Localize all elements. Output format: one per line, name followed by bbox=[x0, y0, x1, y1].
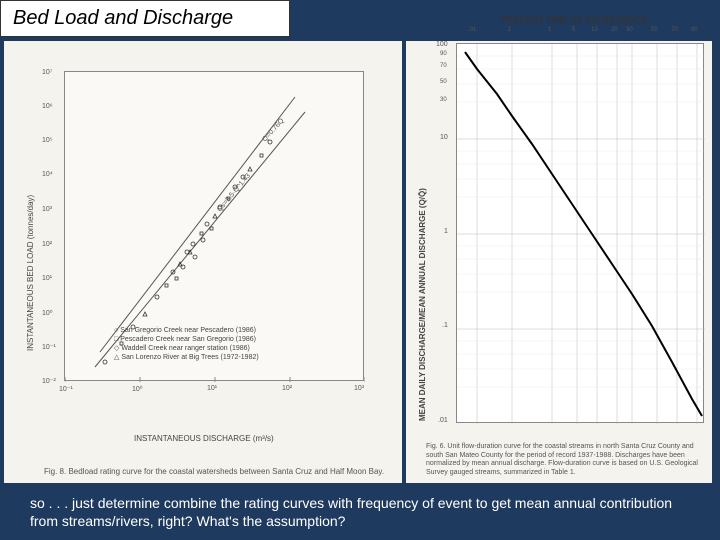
flowdur-title: PERCENT TIME OF EXCEEDENCE bbox=[501, 15, 648, 25]
ytick-minor: 90 bbox=[440, 51, 447, 57]
ytick: 10⁶ bbox=[42, 103, 53, 110]
bedload-caption: Fig. 8. Bedload rating curve for the coa… bbox=[44, 467, 394, 477]
title-bar: Bed Load and Discharge bbox=[0, 0, 290, 37]
xtick: 1 bbox=[548, 27, 551, 33]
ytick: .01 bbox=[438, 417, 448, 424]
ytick: 10⁷ bbox=[42, 69, 52, 76]
ytick-minor: 70 bbox=[440, 63, 447, 69]
slide-title: Bed Load and Discharge bbox=[13, 7, 233, 29]
flowduration-figure: PERCENT TIME OF EXCEEDENCE MEAN DAILY DI… bbox=[406, 41, 712, 483]
legend-item: ○ San Gregorio Creek near Pescadero (198… bbox=[114, 326, 259, 335]
ytick: 10⁻¹ bbox=[42, 343, 56, 351]
ytick: 10² bbox=[42, 241, 52, 248]
xtick: 30 bbox=[626, 27, 633, 33]
legend-item: □ Pescadero Creek near San Gregorio (198… bbox=[114, 335, 259, 344]
ytick: 10⁴ bbox=[42, 171, 53, 178]
bedload-figure: BED LOAD INSTANTANEOUS BED LOAD (tonnes/… bbox=[4, 41, 402, 483]
legend-item: △ San Lorenzo River at Big Trees (1972-1… bbox=[114, 353, 259, 362]
ytick-minor: 50 bbox=[440, 79, 447, 85]
bedload-legend: ○ San Gregorio Creek near Pescadero (198… bbox=[114, 326, 259, 362]
xtick: 10² bbox=[282, 385, 292, 392]
xtick: .1 bbox=[506, 27, 511, 33]
flowdur-ylabel: MEAN DAILY DISCHARGE/MEAN ANNUAL DISCHAR… bbox=[418, 188, 427, 421]
slide-footer: so . . . just determine combine the rati… bbox=[30, 494, 700, 530]
ytick: 10³ bbox=[42, 206, 52, 213]
flowdur-caption: Fig. 6. Unit flow-duration curve for the… bbox=[426, 443, 704, 477]
ytick: 10¹ bbox=[42, 275, 52, 282]
xtick: 10³ bbox=[354, 385, 364, 392]
figures-row: BED LOAD INSTANTANEOUS BED LOAD (tonnes/… bbox=[0, 41, 720, 483]
xtick: 10⁰ bbox=[132, 385, 143, 393]
xtick: 5 bbox=[572, 27, 575, 33]
ytick: 100 bbox=[436, 41, 448, 48]
ytick: 10⁻² bbox=[42, 377, 56, 385]
xtick: 10¹ bbox=[207, 385, 217, 392]
xtick: 70 bbox=[671, 27, 678, 33]
ytick-minor: 30 bbox=[440, 97, 447, 103]
bedload-xlabel: INSTANTANEOUS DISCHARGE (m³/s) bbox=[134, 434, 274, 443]
ytick: 1 bbox=[444, 228, 448, 235]
ytick: 10 bbox=[440, 134, 448, 141]
ytick: 10⁰ bbox=[42, 309, 53, 317]
ytick: 10⁵ bbox=[42, 137, 53, 144]
xtick: 20 bbox=[611, 27, 618, 33]
bedload-ylabel: INSTANTANEOUS BED LOAD (tonnes/day) bbox=[26, 195, 35, 351]
xtick: 10⁻¹ bbox=[59, 385, 73, 393]
flowdur-svg bbox=[457, 44, 705, 424]
ytick: .1 bbox=[442, 322, 448, 329]
xtick: 90 bbox=[691, 27, 698, 33]
flowdur-plot bbox=[456, 43, 704, 423]
xtick: 10 bbox=[591, 27, 598, 33]
xtick: .01 bbox=[468, 27, 476, 33]
legend-item: ◇ Waddell Creek near ranger station (198… bbox=[114, 344, 259, 353]
xtick: 50 bbox=[651, 27, 658, 33]
